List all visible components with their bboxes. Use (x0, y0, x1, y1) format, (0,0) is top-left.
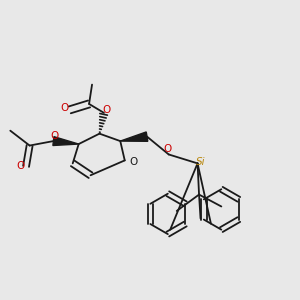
Text: O: O (102, 106, 110, 116)
Text: O: O (60, 103, 68, 113)
Text: Si: Si (196, 158, 205, 167)
Polygon shape (53, 137, 79, 146)
Text: O: O (129, 157, 137, 167)
Text: O: O (16, 161, 25, 171)
Text: O: O (51, 131, 59, 141)
Polygon shape (120, 132, 148, 141)
Text: O: O (164, 144, 172, 154)
